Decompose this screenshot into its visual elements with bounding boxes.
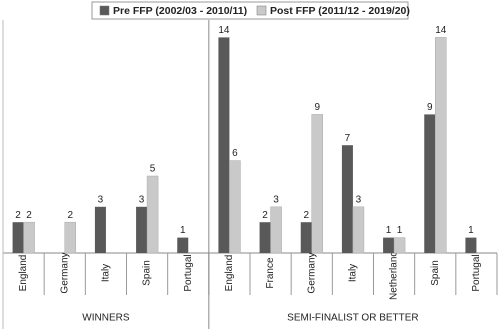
value-label: 1 (397, 225, 403, 236)
x-tick-label: England (18, 255, 29, 292)
bar (424, 114, 436, 254)
bar (177, 237, 189, 253)
value-label: 2 (303, 210, 309, 221)
bar (136, 206, 148, 253)
group-label: WINNERS (82, 313, 130, 324)
bar (259, 222, 271, 253)
x-tick-label: Spain (430, 260, 441, 286)
value-label: 14 (218, 25, 230, 36)
x-tick-label: Portugal (471, 254, 482, 291)
x-tick-label: Netherlands (389, 246, 400, 300)
bar (12, 222, 24, 253)
x-tick-label: Italy (101, 264, 112, 282)
x-tick-label: Germany (59, 252, 70, 293)
x-tick-label: Spain (142, 260, 153, 286)
value-label: 5 (150, 164, 156, 175)
legend-label: Pre FFP (2002/03 - 2010/11) (113, 5, 247, 17)
bar (352, 206, 365, 254)
bar (341, 145, 353, 253)
value-label: 2 (67, 210, 73, 221)
bar (94, 206, 106, 253)
x-tick-label: France (265, 257, 276, 289)
value-label: 3 (273, 194, 279, 205)
bar (64, 221, 76, 254)
group-label: SEMI-FINALIST OR BETTER (287, 313, 419, 324)
value-label: 2 (15, 210, 21, 221)
bar (393, 237, 406, 254)
bar (146, 175, 159, 254)
x-tick-label: Germany (306, 252, 317, 293)
value-label: 6 (232, 148, 238, 159)
bar (383, 237, 395, 253)
bar (229, 160, 241, 254)
bar (465, 237, 477, 253)
legend-box (91, 1, 409, 20)
bar (23, 221, 35, 254)
x-tick-label: Italy (348, 264, 359, 282)
value-label: 3 (356, 194, 362, 205)
bar (435, 37, 447, 254)
value-label: 2 (26, 210, 32, 221)
value-label: 1 (180, 225, 186, 236)
bar (311, 114, 323, 254)
bar (270, 206, 282, 254)
value-label: 1 (386, 225, 392, 236)
value-label: 14 (435, 25, 447, 36)
value-label: 3 (98, 194, 104, 205)
bar (218, 37, 230, 254)
x-tick-label: Portugal (183, 254, 194, 291)
value-label: 9 (314, 102, 320, 113)
bar (300, 222, 312, 253)
legend-swatch (256, 5, 267, 16)
legend-swatch (99, 5, 110, 16)
value-label: 2 (262, 210, 268, 221)
x-tick-label: England (224, 255, 235, 292)
value-label: 7 (345, 133, 351, 144)
legend-label: Post FFP (2011/12 - 2019/20) (270, 5, 410, 17)
value-label: 3 (139, 194, 145, 205)
value-label: 1 (468, 225, 474, 236)
value-label: 9 (427, 102, 433, 113)
